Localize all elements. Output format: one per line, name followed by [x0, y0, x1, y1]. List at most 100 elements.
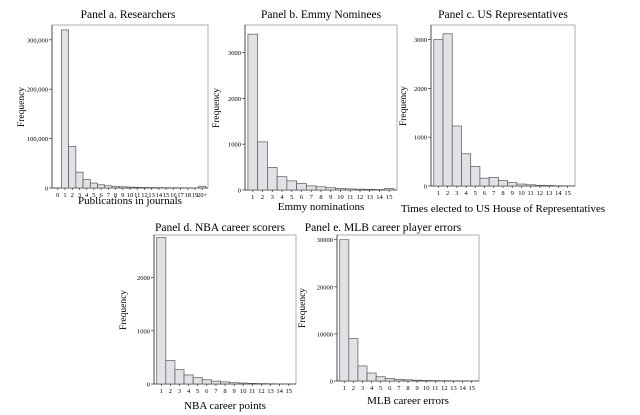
- x-tick-label: 4: [280, 194, 284, 201]
- panel-c: 1 2 3 4 5 6 7 8 9 10 11 12 13 14 15 0 1000 2000 3000 Panel …: [395, 0, 640, 215]
- bar: [364, 189, 375, 191]
- y-tick-label: 20000: [317, 284, 333, 291]
- y-tick-label: 1000: [414, 135, 427, 142]
- x-tick-label: 8: [319, 194, 322, 201]
- x-tick-label: 3: [178, 388, 181, 395]
- bar: [366, 372, 377, 382]
- y-tick-label: 0: [424, 184, 427, 191]
- x-tick-label: 18: [185, 192, 192, 199]
- x-tick-label: 12: [537, 190, 544, 197]
- x-tick-label: 15: [163, 192, 170, 199]
- x-tick-label: 20+: [197, 192, 208, 199]
- bar: [104, 185, 113, 189]
- y-tick-label: 3000: [414, 37, 427, 44]
- bar: [534, 184, 545, 187]
- x-tick-label: 4: [85, 192, 89, 199]
- x-tick-label: 3: [361, 385, 364, 392]
- y-axis-label: Frequency: [212, 88, 222, 128]
- bar: [247, 33, 259, 191]
- x-tick-label: 11: [432, 385, 438, 392]
- bar: [174, 369, 185, 385]
- x-tick-label: 8: [114, 192, 117, 199]
- x-tick-label: 9: [232, 388, 235, 395]
- bar: [354, 188, 366, 191]
- x-tick-label: 10: [337, 194, 344, 201]
- x-tick-label: 2: [71, 192, 74, 199]
- bar: [339, 239, 350, 382]
- bar: [201, 379, 212, 385]
- bar: [375, 376, 386, 382]
- bar: [183, 374, 194, 385]
- y-tick-label: 30000: [317, 237, 333, 244]
- bar: [247, 383, 258, 385]
- bar: [210, 380, 221, 385]
- x-tick-label: 7: [492, 190, 496, 197]
- x-tick-label: 5: [92, 192, 95, 199]
- x-tick-label: 10: [240, 388, 247, 395]
- y-tick-label: 2000: [137, 275, 150, 282]
- bar: [68, 146, 77, 189]
- bar: [461, 153, 472, 187]
- bar: [267, 167, 278, 191]
- plot-frame: [244, 24, 398, 191]
- x-tick-label: 5: [379, 385, 382, 392]
- bar: [516, 183, 527, 187]
- x-tick-label: 0: [56, 192, 59, 199]
- bar: [111, 186, 120, 189]
- bar: [470, 166, 481, 187]
- bar: [488, 177, 499, 187]
- x-tick-label: 4: [187, 388, 191, 395]
- bar: [479, 177, 490, 187]
- x-tick-label: 9: [511, 190, 514, 197]
- x-axis-label: MLB career errors: [367, 395, 449, 407]
- x-tick-label: 4: [464, 190, 468, 197]
- x-tick-label: 15: [386, 194, 393, 201]
- x-tick-label: 1: [251, 194, 254, 201]
- x-tick-label: 3: [78, 192, 81, 199]
- panel-title: Panel d. NBA career scorers: [155, 222, 285, 234]
- bar: [345, 188, 356, 191]
- x-tick-label: 11: [134, 192, 140, 199]
- y-tick-label: 2000: [414, 86, 427, 93]
- bar: [140, 187, 149, 189]
- bar: [421, 380, 432, 382]
- bar: [220, 381, 230, 385]
- x-tick-label: 2: [446, 190, 449, 197]
- x-tick-label: 7: [397, 385, 401, 392]
- bar: [335, 188, 346, 191]
- x-tick-label: 14: [376, 194, 383, 201]
- panel-e-chart: 1 2 3 4 5 6 7 8 9 10 11 12 13 14 150100002000030000Pan…: [298, 222, 480, 407]
- plot-frame: [336, 234, 480, 382]
- bar: [82, 179, 91, 189]
- bar: [229, 382, 240, 385]
- y-axis-label: Frequency: [119, 290, 129, 330]
- x-tick-label: 14: [156, 192, 163, 199]
- x-tick-label: 6: [388, 385, 392, 392]
- bar: [75, 171, 84, 189]
- x-tick-label: 15: [468, 385, 475, 392]
- y-tick-label: 300,000: [27, 37, 48, 44]
- panel-a: 0 1 2 3 4 5 6 7 8 9 10 11 12 13 14 15 16 17 18 19 20+ 0 100,00…: [0, 0, 215, 207]
- x-axis-label: Publications in journals: [78, 195, 182, 207]
- bar: [393, 379, 404, 382]
- panel-title: Panel e. MLB career player errors: [305, 222, 462, 234]
- bar: [61, 29, 69, 189]
- y-axis-label: Frequency: [17, 87, 27, 127]
- panel-title: Panel c. US Representatives: [438, 9, 568, 21]
- y-tick-label: 2000: [228, 96, 241, 103]
- x-tick-label: 13: [366, 194, 373, 201]
- bar: [383, 188, 395, 191]
- x-tick-label: 8: [501, 190, 504, 197]
- y-tick-label: 200,000: [27, 87, 48, 94]
- x-tick-label: 7: [310, 194, 314, 201]
- bar: [286, 180, 297, 191]
- x-tick-label: 15: [285, 388, 292, 395]
- x-tick-label: 2: [261, 194, 264, 201]
- x-tick-label: 11: [347, 194, 353, 201]
- x-tick-label: 12: [441, 385, 448, 392]
- bar: [451, 125, 462, 187]
- x-tick-label: 2: [169, 388, 172, 395]
- bar: [192, 377, 203, 385]
- y-tick-label: 0: [147, 382, 150, 389]
- bar: [97, 184, 106, 189]
